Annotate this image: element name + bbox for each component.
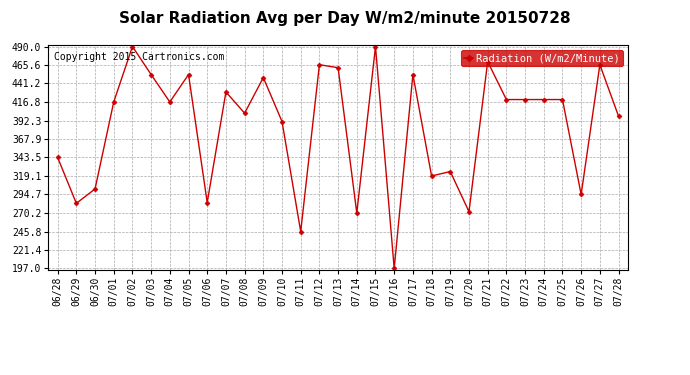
Text: Solar Radiation Avg per Day W/m2/minute 20150728: Solar Radiation Avg per Day W/m2/minute … [119, 11, 571, 26]
Legend: Radiation (W/m2/Minute): Radiation (W/m2/Minute) [461, 50, 622, 66]
Text: Copyright 2015 Cartronics.com: Copyright 2015 Cartronics.com [54, 52, 224, 62]
